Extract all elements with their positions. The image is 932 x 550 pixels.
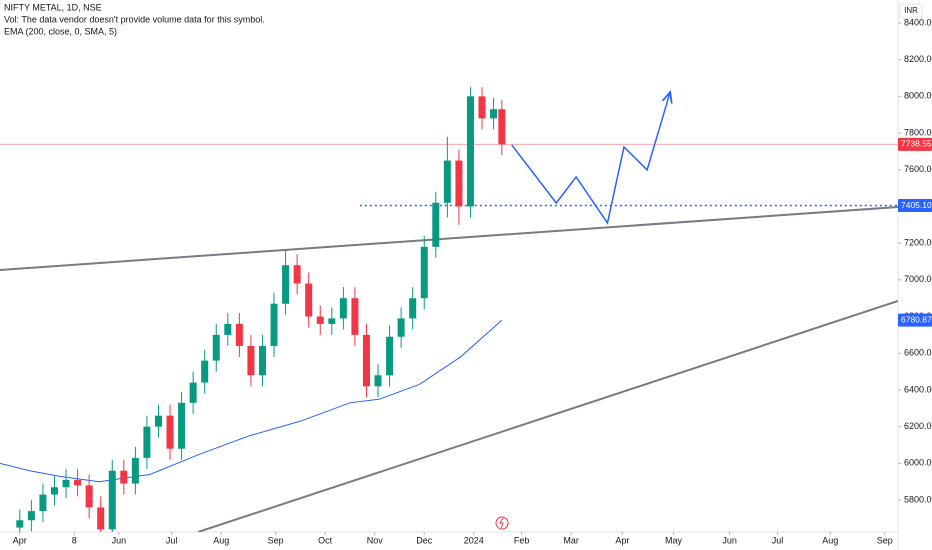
candle-body [328,318,336,324]
candle-body [397,318,405,337]
price-label: 7738.55 [901,139,932,149]
x-tick-label: Mar [563,535,579,545]
candle-body [16,520,24,528]
candle-body [374,375,382,387]
candle-body [27,511,35,521]
candle-body [120,470,128,484]
candle-body [490,109,498,119]
x-tick-label: Sep [877,535,893,545]
candle-body [351,298,359,335]
y-tick-label: 5800.00 [904,494,932,504]
y-tick-label: 7000.00 [904,274,932,284]
candle-body [339,298,347,319]
candle-body [85,485,93,508]
candle-body [166,415,174,449]
chart-title: NIFTY METAL, 1D, NSE [4,2,102,12]
x-tick-label: Aug [213,535,229,545]
currency[interactable]: INR [904,6,918,15]
y-tick-label: 8200.00 [904,54,932,64]
candle-body [420,246,428,299]
candle-body [189,382,197,403]
candle-body [247,345,255,376]
candle-body [466,96,474,207]
candle-body [212,334,220,361]
x-tick-label: Feb [514,535,530,545]
candle-body [62,479,70,488]
candle-body [443,160,451,203]
x-tick-label: 2024 [464,535,484,545]
x-tick-label: Jun [112,535,127,545]
trend-drawing [0,206,898,271]
x-tick-label: Apr [13,535,27,545]
y-tick-label: 6600.00 [904,348,932,358]
ema-legend: EMA (200, close, 0, SMA, 5) [4,26,117,36]
candle-body [74,479,82,486]
trend-drawing [197,300,898,532]
x-tick-label: Aug [822,535,838,545]
candle-body [131,457,139,484]
candle-body [293,265,301,284]
x-tick-label: Jul [166,535,178,545]
currency-box[interactable] [899,3,923,19]
candle-body [362,334,370,387]
x-tick-label: Dec [416,535,433,545]
candle-body [235,323,243,346]
y-tick-label: 7800.00 [904,127,932,137]
price-label-box [898,199,932,213]
candle-body [143,426,151,458]
y-tick-label: 6200.00 [904,421,932,431]
x-tick-label: Apr [615,535,629,545]
candle-body [108,470,116,530]
candle-body [316,316,324,324]
x-tick-label: Jul [772,535,784,545]
candle-body [305,283,313,317]
ema-line [0,319,503,483]
x-tick-label: May [665,535,683,545]
y-tick-label: 7600.00 [904,164,932,174]
candle-body [455,160,463,207]
x-tick-label: Oct [318,535,333,545]
candle-body [224,323,232,335]
candle-body [409,298,417,319]
trend-drawing [511,92,670,225]
event-icon[interactable] [495,516,509,530]
candle-body [50,487,58,495]
candle-body [258,345,266,376]
y-tick-label: 8000.00 [904,91,932,101]
y-tick-label: 6000.00 [904,458,932,468]
x-tick-label: Nov [367,535,384,545]
x-tick-label: Sep [268,535,284,545]
price-label: 7405.10 [901,200,932,210]
y-tick-label: 6400.00 [904,384,932,394]
candle-body [386,336,394,376]
candle-body [154,415,162,427]
candle-body [432,202,440,247]
x-tick-label: Jun [722,535,737,545]
x-tick-label: 8 [72,535,77,545]
plot-area [0,87,898,532]
candle-body [178,402,186,449]
price-label: 6780.87 [901,314,932,324]
price-label-box [898,313,932,327]
y-tick-label: 8400.00 [904,17,932,27]
candle-body [201,360,209,383]
candle-body [282,265,290,304]
y-tick-label: 7200.00 [904,238,932,248]
candle-body [97,507,105,530]
candle-body [270,303,278,346]
candle-body [39,494,47,512]
candle-body [498,109,506,145]
price-label-box [898,137,932,151]
volume-note: Vol: The data vendor doesn't provide vol… [4,14,265,24]
candle-body [478,96,486,119]
